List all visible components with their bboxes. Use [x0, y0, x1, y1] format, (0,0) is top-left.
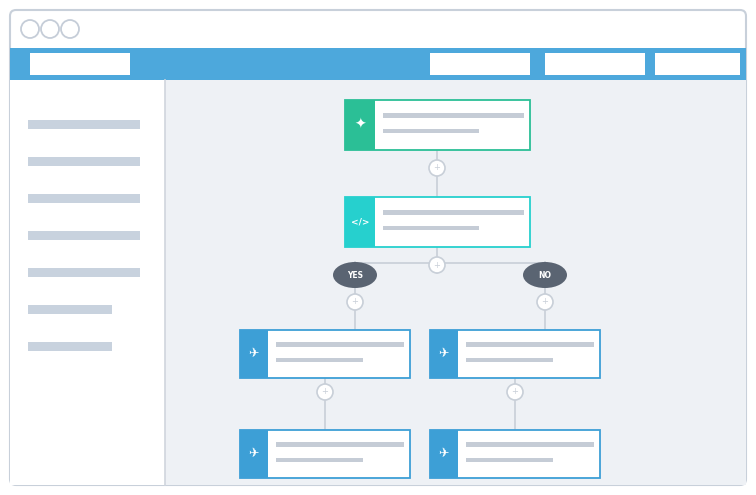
Circle shape	[429, 160, 445, 176]
Ellipse shape	[523, 262, 567, 288]
Circle shape	[347, 294, 363, 310]
Text: ✈: ✈	[438, 447, 449, 460]
Text: +: +	[512, 388, 519, 396]
FancyBboxPatch shape	[28, 231, 140, 240]
FancyBboxPatch shape	[655, 53, 740, 75]
FancyBboxPatch shape	[28, 268, 140, 277]
FancyBboxPatch shape	[430, 330, 600, 378]
FancyBboxPatch shape	[466, 342, 594, 347]
Text: +: +	[321, 388, 328, 396]
FancyBboxPatch shape	[383, 226, 479, 230]
FancyBboxPatch shape	[165, 80, 746, 485]
FancyBboxPatch shape	[430, 330, 458, 378]
FancyBboxPatch shape	[466, 458, 553, 462]
Text: +: +	[352, 297, 358, 306]
FancyBboxPatch shape	[383, 129, 479, 133]
FancyBboxPatch shape	[240, 330, 410, 378]
Ellipse shape	[333, 262, 377, 288]
FancyBboxPatch shape	[430, 430, 458, 478]
Text: ✦: ✦	[354, 118, 366, 132]
FancyBboxPatch shape	[28, 120, 140, 129]
FancyBboxPatch shape	[28, 157, 140, 166]
Circle shape	[537, 294, 553, 310]
FancyBboxPatch shape	[383, 209, 523, 214]
FancyBboxPatch shape	[545, 53, 645, 75]
FancyBboxPatch shape	[430, 53, 530, 75]
Text: ✈: ✈	[249, 447, 259, 460]
FancyBboxPatch shape	[240, 330, 268, 378]
Text: +: +	[433, 260, 441, 269]
FancyBboxPatch shape	[28, 194, 140, 203]
Circle shape	[429, 257, 445, 273]
Text: +: +	[541, 297, 548, 306]
FancyBboxPatch shape	[345, 197, 529, 247]
Text: NO: NO	[538, 270, 551, 280]
FancyBboxPatch shape	[30, 53, 130, 75]
FancyBboxPatch shape	[276, 342, 404, 347]
FancyBboxPatch shape	[345, 100, 529, 150]
Text: YES: YES	[347, 270, 363, 280]
Circle shape	[507, 384, 523, 400]
FancyBboxPatch shape	[240, 430, 410, 478]
Text: +: +	[433, 163, 441, 172]
FancyBboxPatch shape	[240, 430, 268, 478]
FancyBboxPatch shape	[28, 305, 112, 314]
FancyBboxPatch shape	[10, 10, 746, 485]
FancyBboxPatch shape	[28, 342, 112, 351]
Text: ✈: ✈	[249, 347, 259, 360]
FancyBboxPatch shape	[345, 197, 375, 247]
FancyBboxPatch shape	[10, 80, 165, 485]
Circle shape	[317, 384, 333, 400]
FancyBboxPatch shape	[383, 112, 523, 117]
Text: </>: </>	[351, 217, 369, 227]
FancyBboxPatch shape	[276, 442, 404, 447]
FancyBboxPatch shape	[466, 358, 553, 362]
FancyBboxPatch shape	[466, 442, 594, 447]
FancyBboxPatch shape	[276, 458, 363, 462]
Text: ✈: ✈	[438, 347, 449, 360]
FancyBboxPatch shape	[10, 48, 746, 80]
FancyBboxPatch shape	[430, 430, 600, 478]
FancyBboxPatch shape	[276, 358, 363, 362]
FancyBboxPatch shape	[345, 100, 375, 150]
